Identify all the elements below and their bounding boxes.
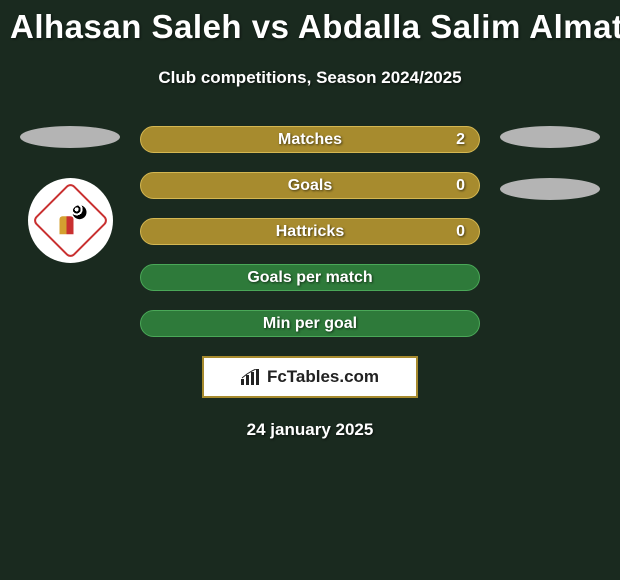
club-badge-left <box>28 178 113 263</box>
stat-bar-hattricks: Hattricks 0 <box>140 218 480 245</box>
branding-box: FcTables.com <box>202 356 418 398</box>
date-text: 24 january 2025 <box>0 420 620 440</box>
stat-bar-matches: Matches 2 <box>140 126 480 153</box>
club-badge-placeholder-right <box>500 178 600 200</box>
stats-column: Matches 2 Goals 0 Hattricks 0 Goals per … <box>140 126 480 337</box>
stat-bar-goals-per-match: Goals per match <box>140 264 480 291</box>
stat-value: 0 <box>456 223 465 241</box>
stat-value: 0 <box>456 177 465 195</box>
main-row: Matches 2 Goals 0 Hattricks 0 Goals per … <box>0 126 620 337</box>
left-player-column <box>20 126 120 263</box>
stat-label: Goals <box>288 177 332 195</box>
club-badge-core <box>57 208 83 234</box>
bar-chart-icon <box>241 369 261 385</box>
stat-value: 2 <box>456 131 465 149</box>
branding-text: FcTables.com <box>267 367 379 387</box>
stat-label: Hattricks <box>276 223 344 241</box>
stat-label: Matches <box>278 131 342 149</box>
comparison-card: Alhasan Saleh vs Abdalla Salim Almatroos… <box>0 0 620 440</box>
club-badge-inner <box>31 182 109 260</box>
subtitle: Club competitions, Season 2024/2025 <box>0 68 620 88</box>
player-photo-placeholder-left <box>20 126 120 148</box>
page-title: Alhasan Saleh vs Abdalla Salim Almatroos… <box>0 8 620 46</box>
stat-bar-goals: Goals 0 <box>140 172 480 199</box>
player-photo-placeholder-right <box>500 126 600 148</box>
stat-bar-min-per-goal: Min per goal <box>140 310 480 337</box>
stat-label: Goals per match <box>247 269 372 287</box>
stat-label: Min per goal <box>263 315 357 333</box>
right-player-column <box>500 126 600 200</box>
